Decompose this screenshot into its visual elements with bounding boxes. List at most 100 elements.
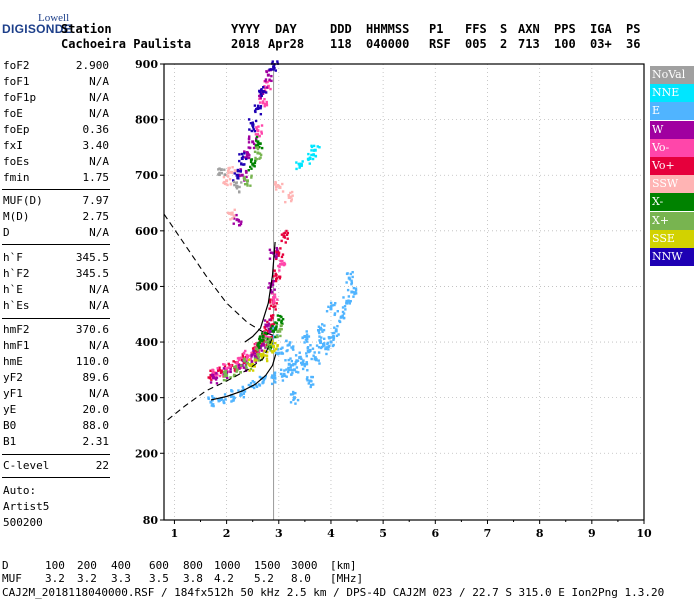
trace-e: [207, 271, 358, 408]
footer-muf-value: 5.2: [254, 572, 274, 585]
data-point: [236, 174, 240, 178]
data-point: [311, 375, 315, 379]
data-point: [242, 163, 245, 166]
data-point: [303, 341, 306, 344]
data-point: [272, 280, 276, 283]
data-point: [247, 156, 251, 160]
data-point: [274, 377, 277, 380]
data-point: [287, 194, 290, 197]
data-point: [289, 393, 293, 396]
data-point: [209, 369, 212, 372]
data-point: [306, 346, 310, 349]
data-point: [326, 342, 329, 346]
data-point: [249, 160, 253, 164]
data-point: [262, 352, 265, 355]
data-point: [265, 345, 269, 349]
trace-vo-: [211, 79, 287, 380]
data-point: [290, 373, 293, 376]
trace-noval: [217, 167, 243, 194]
data-point: [279, 372, 283, 376]
data-point: [262, 378, 266, 382]
param-name: hmE: [3, 355, 23, 368]
param-value: N/A: [89, 226, 109, 239]
data-point: [232, 215, 236, 218]
data-point: [235, 213, 238, 217]
data-point: [217, 398, 220, 401]
data-point: [264, 79, 267, 83]
data-point: [331, 344, 335, 348]
header-label-day: DAY: [275, 22, 297, 36]
data-point: [256, 151, 260, 155]
data-point: [290, 359, 294, 363]
data-point: [244, 365, 248, 368]
data-point: [249, 357, 253, 361]
data-point: [230, 389, 233, 392]
data-point: [264, 375, 267, 378]
data-point: [272, 376, 276, 380]
param-row: D N/A: [3, 225, 109, 241]
data-point: [209, 381, 213, 384]
data-point: [295, 161, 298, 164]
header-label-pps: PPS: [554, 22, 576, 36]
data-point: [253, 161, 257, 165]
data-point: [270, 376, 273, 379]
data-point: [347, 276, 351, 280]
data-point: [223, 182, 227, 186]
data-point: [339, 316, 343, 319]
data-point: [265, 336, 269, 339]
data-point: [221, 370, 224, 374]
data-point: [310, 380, 313, 383]
data-point: [229, 395, 233, 399]
data-point: [274, 335, 277, 339]
data-point: [350, 281, 354, 284]
data-point: [260, 146, 264, 150]
data-point: [260, 124, 264, 127]
data-point: [276, 335, 279, 339]
data-point: [331, 332, 334, 335]
data-point: [289, 191, 292, 195]
data-point: [263, 326, 267, 329]
data-point: [261, 354, 265, 358]
data-point: [276, 298, 279, 301]
data-point: [294, 402, 297, 405]
data-point: [266, 323, 270, 327]
data-point: [287, 368, 291, 372]
data-point: [269, 337, 272, 341]
data-point: [239, 222, 243, 226]
footer-muf-value: 3.2: [77, 572, 97, 585]
data-point: [329, 307, 333, 311]
param-value: N/A: [89, 283, 109, 296]
data-point: [259, 346, 262, 350]
data-point: [210, 373, 214, 377]
header-value-p1: RSF: [429, 37, 451, 51]
param-value: 3.40: [82, 139, 110, 152]
data-point: [312, 144, 316, 148]
x-tick-label: 6: [431, 527, 439, 540]
data-point: [300, 163, 304, 166]
data-point: [249, 122, 253, 125]
data-point: [258, 142, 261, 145]
data-point: [319, 339, 322, 342]
legend-item-vo-: Vo-: [650, 138, 694, 157]
data-point: [237, 220, 241, 223]
data-point: [260, 355, 263, 358]
data-point: [275, 250, 278, 253]
data-point: [247, 137, 251, 140]
data-point: [312, 153, 316, 157]
legend-item-vo-: Vo+: [650, 157, 694, 175]
data-point: [279, 347, 283, 351]
data-point: [263, 377, 267, 380]
data-point: [303, 364, 306, 368]
data-point: [256, 348, 259, 352]
data-point: [260, 130, 263, 133]
data-point: [227, 175, 230, 178]
data-point: [306, 369, 309, 372]
param-value: N/A: [89, 155, 109, 168]
data-point: [238, 174, 241, 178]
data-point: [222, 367, 226, 370]
data-point: [350, 290, 354, 294]
data-point: [272, 305, 275, 309]
header-value-s: 2: [500, 37, 508, 51]
param-name: B1: [3, 435, 17, 448]
data-point: [278, 277, 282, 280]
